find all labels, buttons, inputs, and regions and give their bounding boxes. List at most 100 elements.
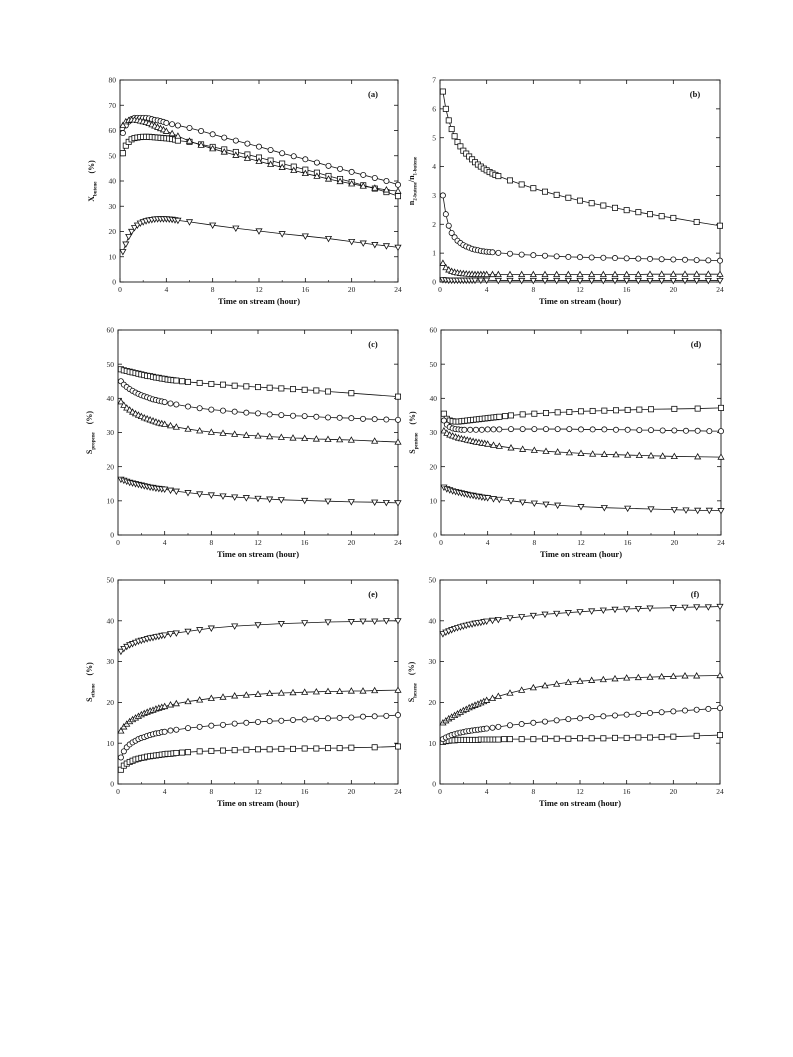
x-tick-label: 8 [211, 285, 215, 294]
data-point-triangle-down [301, 233, 309, 240]
panel-f-series-square [439, 732, 724, 745]
data-point-square [440, 410, 447, 417]
data-point-triangle-up [588, 676, 596, 683]
data-point-circle [612, 255, 619, 262]
data-point-circle [255, 143, 262, 150]
data-point-square [502, 413, 509, 420]
data-point-triangle-down [166, 631, 175, 638]
panel-e-series-triangle-down [117, 618, 402, 656]
data-point-circle [647, 710, 654, 717]
data-point-triangle-up [646, 270, 654, 277]
data-point-circle [394, 712, 401, 719]
data-point-circle [484, 426, 491, 433]
data-point-triangle-up [564, 678, 572, 686]
data-point-circle [659, 427, 666, 434]
panel-c-x-axis-label: Time on stream (hour) [217, 549, 299, 559]
data-point-square [718, 404, 725, 411]
data-point-triangle-down [576, 277, 584, 285]
data-point-triangle-down [382, 243, 390, 250]
data-point-triangle-up [197, 141, 205, 148]
y-tick-label: 10 [429, 739, 437, 748]
data-point-circle [717, 257, 724, 264]
series-line [442, 707, 721, 740]
data-point-triangle-down [599, 277, 607, 285]
data-point-triangle-down [266, 496, 274, 503]
data-point-triangle-up [494, 270, 502, 278]
data-point-triangle-up [312, 435, 320, 442]
y-tick-label: 1 [432, 249, 436, 258]
data-point-circle [648, 427, 655, 434]
data-point-circle [530, 719, 537, 726]
data-point-circle [506, 250, 513, 257]
panel-a: 0 4 8 12 16 20 24 0 10 20 30 40 50 60 70 80 Time on stre… [87, 76, 402, 306]
data-point-circle [542, 718, 549, 725]
data-point-circle [670, 708, 677, 715]
y-tick-label: 20 [107, 698, 115, 707]
data-point-circle [301, 413, 308, 420]
data-point-circle [301, 716, 308, 723]
data-point-square [394, 193, 401, 200]
data-point-triangle-up [669, 672, 677, 679]
data-point-triangle-up [611, 674, 619, 682]
series-line [442, 91, 721, 227]
y-tick-label: 40 [430, 394, 438, 403]
y-tick-label: 0 [110, 780, 114, 789]
data-point-triangle-down [564, 277, 572, 285]
data-point-triangle-down [705, 507, 713, 515]
data-point-triangle-down [588, 608, 596, 615]
data-point-triangle-up [716, 270, 724, 277]
data-point-triangle-down [600, 505, 608, 512]
data-point-square [530, 736, 537, 743]
data-point-triangle-up [359, 182, 367, 189]
data-point-square [208, 747, 215, 754]
data-point-triangle-down [681, 277, 689, 285]
data-point-square [219, 747, 226, 754]
data-point-circle [439, 192, 446, 199]
y-tick-label: 80 [109, 76, 117, 85]
data-point-triangle-down [119, 249, 127, 256]
data-point-triangle-down [394, 500, 402, 507]
data-point-triangle-up [209, 144, 217, 152]
data-point-square [196, 379, 203, 386]
data-point-square [231, 382, 238, 389]
data-point-triangle-down [704, 277, 712, 285]
data-point-circle [506, 722, 513, 729]
data-point-triangle-down [553, 610, 561, 618]
data-point-triangle-up [483, 270, 491, 278]
panel-a-series-square [119, 133, 401, 200]
y-tick-label: 20 [109, 227, 117, 236]
data-point-circle [348, 415, 355, 422]
x-tick-label: 24 [717, 538, 725, 547]
x-tick-label: 20 [670, 285, 678, 294]
data-point-circle [174, 122, 181, 129]
data-point-triangle-up [359, 687, 367, 694]
data-point-triangle-down [488, 617, 497, 625]
data-point-triangle-down [172, 488, 180, 496]
data-point-circle [694, 427, 701, 434]
y-label-unit: (%) [87, 160, 96, 174]
x-tick-label: 12 [255, 285, 263, 294]
data-point-square [553, 735, 560, 742]
data-point-circle [337, 165, 344, 172]
data-point-triangle-up [507, 444, 515, 451]
data-point-circle [577, 254, 584, 261]
panel-e-label: (e) [368, 589, 378, 599]
data-point-triangle-up [242, 431, 250, 438]
data-point-square [301, 745, 308, 752]
data-point-circle [196, 405, 203, 412]
data-point-circle [348, 714, 355, 721]
data-point-square [670, 214, 677, 221]
data-point-triangle-down [196, 491, 204, 498]
data-point-circle [243, 409, 250, 416]
data-point-triangle-up [336, 687, 344, 694]
x-tick-label: 20 [348, 787, 356, 796]
data-point-triangle-up [324, 175, 333, 182]
data-point-triangle-up [348, 179, 356, 187]
data-point-square [173, 377, 180, 384]
data-point-circle [705, 257, 712, 264]
y-tick-label: 0 [110, 531, 114, 540]
data-point-circle [336, 414, 343, 421]
data-point-circle [623, 711, 630, 718]
data-point-square [179, 749, 186, 756]
data-point-triangle-up [624, 451, 632, 458]
